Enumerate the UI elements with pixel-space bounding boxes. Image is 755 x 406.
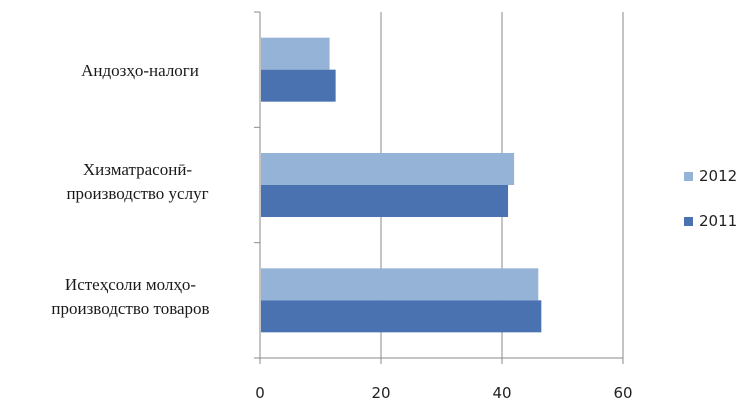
category-label-line: Истеҳсоли молҳо- <box>64 275 197 294</box>
bar-2012 <box>261 37 330 70</box>
legend-item-2011: 2011 <box>684 211 737 231</box>
category-label-line: производство услуг <box>66 184 209 203</box>
category-label-goods: Истеҳсоли молҳо- производство товаров <box>18 273 243 321</box>
legend-swatch-2011 <box>684 216 693 226</box>
category-label-services: Хизматрасонӣ- производство услуг <box>30 158 245 206</box>
bar-2011 <box>261 300 542 333</box>
category-label-line: производство товаров <box>51 299 210 318</box>
legend-label-2011: 2011 <box>699 212 738 230</box>
category-label-line: Андозҳо-налоги <box>81 61 199 80</box>
category-label-taxes: Андозҳо-налоги <box>40 59 240 83</box>
legend-label-2012: 2012 <box>699 167 738 185</box>
legend-item-2012: 2012 <box>684 166 737 186</box>
category-label-line: Хизматрасонӣ- <box>82 160 193 179</box>
x-tick-label: 60 <box>613 384 633 402</box>
legend-swatch-2012 <box>684 171 693 181</box>
x-tick-label: 0 <box>255 384 265 402</box>
x-tick-label: 40 <box>492 384 512 402</box>
x-tick-label: 20 <box>371 384 391 402</box>
bar-2012 <box>261 268 539 301</box>
bar-2012 <box>261 153 515 185</box>
bar-2011 <box>261 69 336 102</box>
bar-2011 <box>261 185 509 217</box>
